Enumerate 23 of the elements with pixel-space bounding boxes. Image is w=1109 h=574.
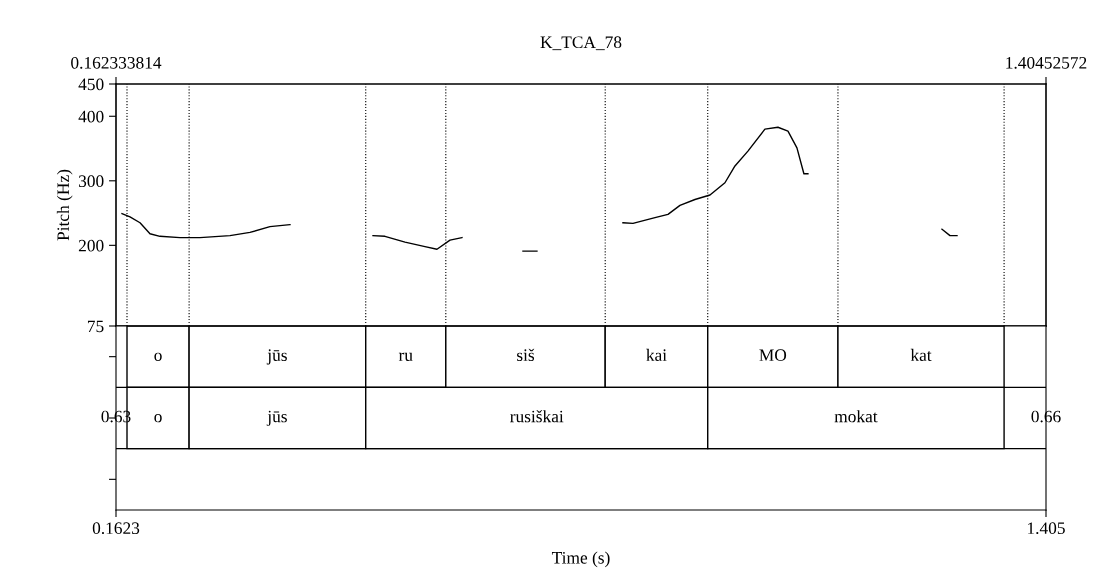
chart-title: K_TCA_78 xyxy=(540,36,622,51)
x2-tick-label: 1.40452572 xyxy=(1006,56,1087,69)
y-tick-label: 200 xyxy=(78,239,104,252)
y-tick-label: 400 xyxy=(78,110,104,123)
data-label: MO xyxy=(759,349,787,362)
y-tick-label: 75 xyxy=(87,320,104,333)
y-axis-title: Pitch (Hz) xyxy=(56,169,73,241)
data-label: jūs xyxy=(266,410,287,426)
data-label: o xyxy=(154,413,162,423)
data-label: kat xyxy=(910,348,932,362)
x2-tick-label: 0.162333814 xyxy=(71,56,162,69)
data-label: kai xyxy=(646,348,667,362)
data-label: rusiškai xyxy=(510,410,564,423)
data-label: o xyxy=(154,352,162,362)
x-tick-label: 1.405 xyxy=(1028,522,1065,535)
x-tick-label: 0.1623 xyxy=(92,522,140,535)
data-label: siš xyxy=(517,348,535,362)
data-label: jūs xyxy=(266,349,287,365)
x-axis-title: Time (s) xyxy=(551,551,610,568)
data-label: ru xyxy=(398,352,413,362)
y-tick-label: 300 xyxy=(78,175,104,187)
y-tick-label: 450 xyxy=(78,78,104,91)
data-label: mokat xyxy=(834,410,878,423)
